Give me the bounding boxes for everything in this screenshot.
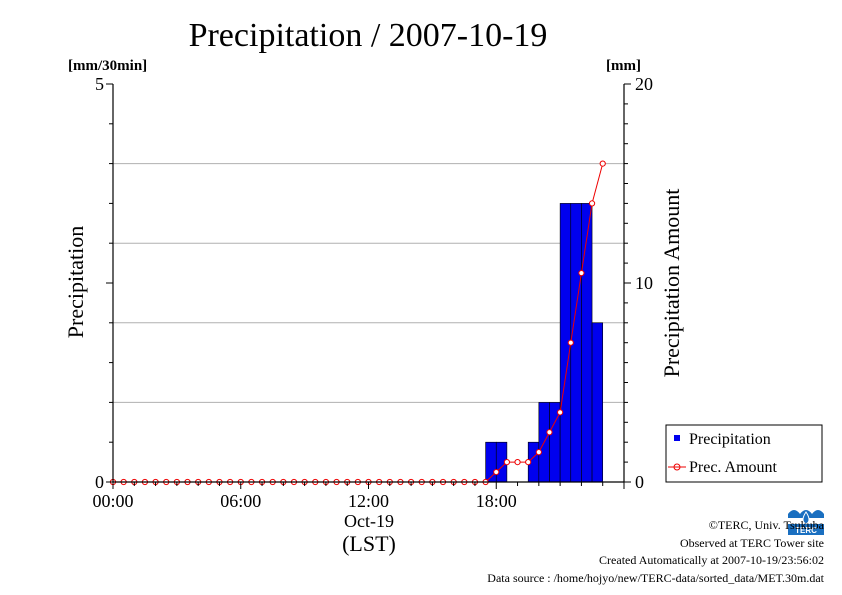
amount-point (503, 459, 510, 466)
y-tick-label: 0 (95, 472, 104, 492)
legend-amount-marker (673, 463, 681, 471)
legend-precipitation-label: Precipitation (689, 431, 771, 448)
tick-labels: 0 5 0 10 20 00:00 06:00 12:00 18:00 (92, 74, 653, 511)
right-axis-unit: [mm] (606, 58, 641, 74)
amount-point (535, 449, 542, 456)
chart-title: Precipitation / 2007-10-19 (189, 17, 548, 54)
y2-tick-label: 10 (635, 273, 653, 293)
legend-amount-label: Prec. Amount (689, 459, 778, 476)
legend-precipitation-marker (674, 435, 680, 441)
amount-point (493, 468, 500, 476)
y2-axis-label: Precipitation Amount (659, 189, 684, 378)
amount-point (567, 339, 574, 346)
precipitation-bar (485, 441, 497, 483)
x-tick-label: 12:00 (348, 491, 389, 511)
axes (106, 83, 631, 489)
copyright-text: ©TERC, Univ. Tsukuba (708, 518, 824, 532)
precipitation-bar (581, 203, 593, 483)
source-text: Data source : /home/hojyo/new/TERC-data/… (487, 570, 824, 585)
x-tick-label: 18:00 (476, 491, 517, 511)
amount-point (546, 429, 553, 436)
credits: ©TERC, Univ. Tsukuba Observed at TERC To… (487, 517, 824, 587)
y2-tick-label: 0 (635, 472, 644, 492)
observed-text: Observed at TERC Tower site (679, 535, 824, 550)
created-text: Created Automatically at 2007-10-19/23:5… (599, 553, 824, 567)
left-axis-unit: [mm/30min] (68, 58, 147, 74)
precipitation-bars (485, 203, 604, 483)
x-axis-label: (LST) (342, 531, 396, 556)
terc-logo: TERC (784, 502, 828, 538)
amount-point (514, 459, 521, 466)
amount-point (557, 409, 564, 416)
amount-point (599, 160, 606, 167)
x-tick-label: 00:00 (92, 491, 133, 511)
legend: Precipitation Prec. Amount (665, 424, 823, 483)
grid-lines (113, 163, 624, 403)
x-tick-label: 06:00 (220, 491, 261, 511)
y-tick-label: 5 (95, 74, 104, 94)
y-axis-label: Precipitation (63, 226, 88, 338)
date-label: Oct-19 (344, 511, 394, 531)
terc-logo-text: TERC (795, 526, 817, 535)
amount-point (525, 459, 532, 466)
y2-tick-label: 20 (635, 74, 653, 94)
precipitation-bar (591, 322, 604, 483)
amount-point (578, 269, 585, 277)
amount-point (588, 200, 596, 207)
